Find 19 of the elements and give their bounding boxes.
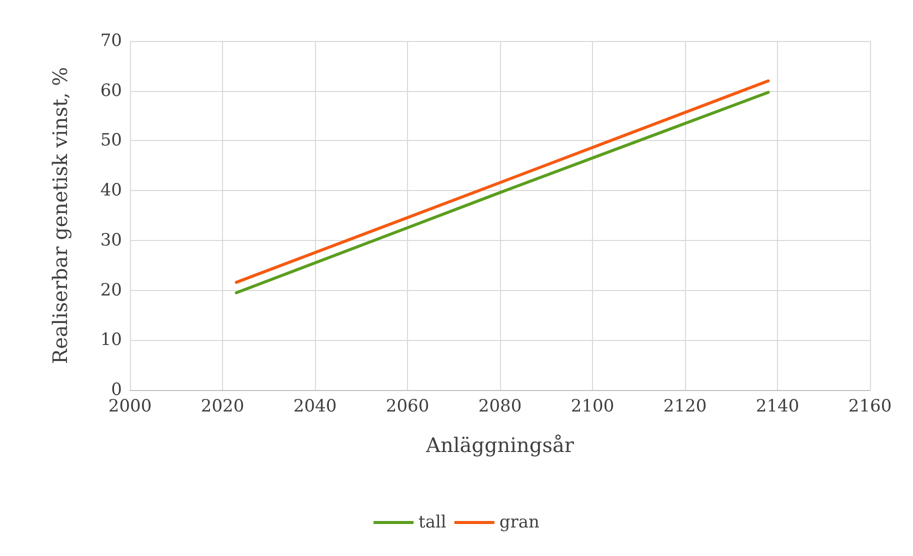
y-tick-label: 20 — [100, 280, 122, 300]
y-tick-label: 40 — [100, 180, 122, 201]
x-tick-label: 2080 — [478, 396, 522, 416]
y-axis-title: Realiserbar genetisk vinst, % — [48, 66, 72, 364]
x-tick-label: 2100 — [570, 396, 614, 416]
x-tick-label: 2160 — [848, 396, 892, 416]
y-tick-label: 30 — [100, 230, 122, 250]
x-tick-label: 2040 — [293, 396, 337, 416]
x-tick-label: 2140 — [756, 396, 800, 416]
y-tick-label: 70 — [100, 31, 122, 51]
x-axis-title: Anläggningsår — [425, 433, 574, 457]
y-tick-label: 50 — [100, 130, 122, 151]
legend-label: gran — [499, 512, 540, 532]
y-tick-label: 10 — [100, 330, 122, 350]
y-tick-label: 60 — [100, 80, 122, 101]
x-tick-label: 2120 — [663, 396, 707, 416]
legend-label: tall — [418, 512, 446, 532]
x-tick-label: 2060 — [386, 396, 430, 416]
x-tick-label: 2020 — [200, 396, 244, 416]
